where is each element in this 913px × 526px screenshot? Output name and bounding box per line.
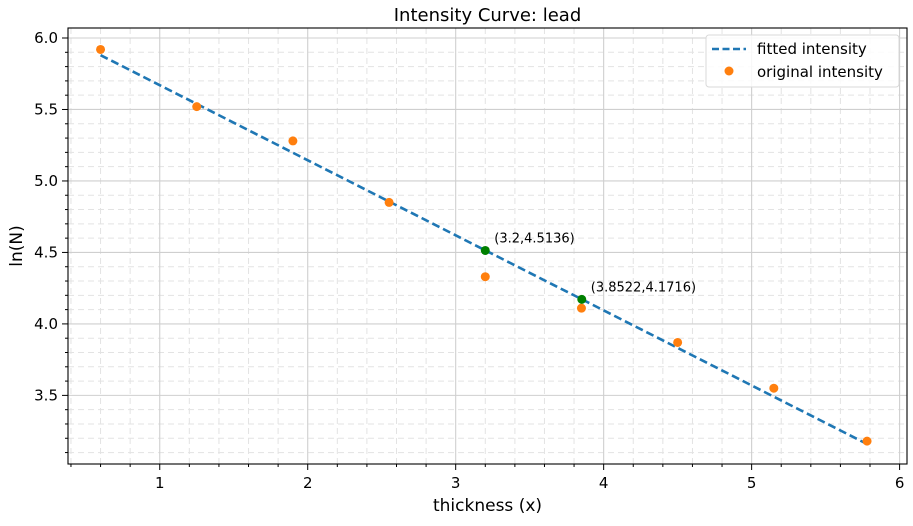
x-tick-label: 5 <box>747 474 757 492</box>
original-intensity-point <box>96 44 106 54</box>
original-intensity-point <box>288 136 298 146</box>
legend: fitted intensity original intensity <box>705 34 900 88</box>
original-intensity-point <box>862 436 872 446</box>
y-tick-label: 4.0 <box>34 315 58 333</box>
plot-frame <box>67 27 908 465</box>
highlight-point-label: (3.2,4.5136) <box>494 231 574 246</box>
x-tick-label: 3 <box>451 474 461 492</box>
y-tick-label: 5.5 <box>34 100 58 118</box>
highlight-point <box>480 245 490 255</box>
original-intensity-point <box>192 102 202 112</box>
original-intensity-point <box>576 303 586 313</box>
y-tick-label: 5.0 <box>34 172 58 190</box>
legend-label-fitted-intensity: fitted intensity <box>757 40 867 58</box>
x-tick-label: 2 <box>303 474 313 492</box>
x-tick-label: 1 <box>155 474 165 492</box>
highlight-point-label: (3.8522,4.1716) <box>591 280 696 295</box>
original-intensity-point <box>769 383 779 393</box>
legend-swatch-original-intensity <box>724 66 734 76</box>
grid <box>68 28 907 464</box>
y-tick-label: 6.0 <box>34 29 58 47</box>
legend-box <box>705 34 900 88</box>
chart-title: Intensity Curve: lead <box>394 5 582 26</box>
data-points-layer <box>96 44 872 446</box>
y-tick-label: 3.5 <box>34 386 58 404</box>
x-tick-label: 4 <box>599 474 609 492</box>
original-intensity-point <box>673 337 683 347</box>
x-tick-label: 6 <box>895 474 905 492</box>
x-axis-title: thickness (x) <box>433 496 542 516</box>
highlight-point <box>577 294 587 304</box>
legend-label-original-intensity: original intensity <box>757 63 883 81</box>
highlight-points-layer: (3.2,4.5136) (3.8522,4.1716) <box>480 231 696 304</box>
original-intensity-point <box>384 197 394 207</box>
y-axis-title: ln(N) <box>7 225 27 266</box>
axis-ticks: 1 2 3 4 5 6 3.5 4.0 4.5 5.0 5.5 6.0 <box>34 29 904 492</box>
original-intensity-point <box>480 272 490 282</box>
y-tick-label: 4.5 <box>34 243 58 261</box>
